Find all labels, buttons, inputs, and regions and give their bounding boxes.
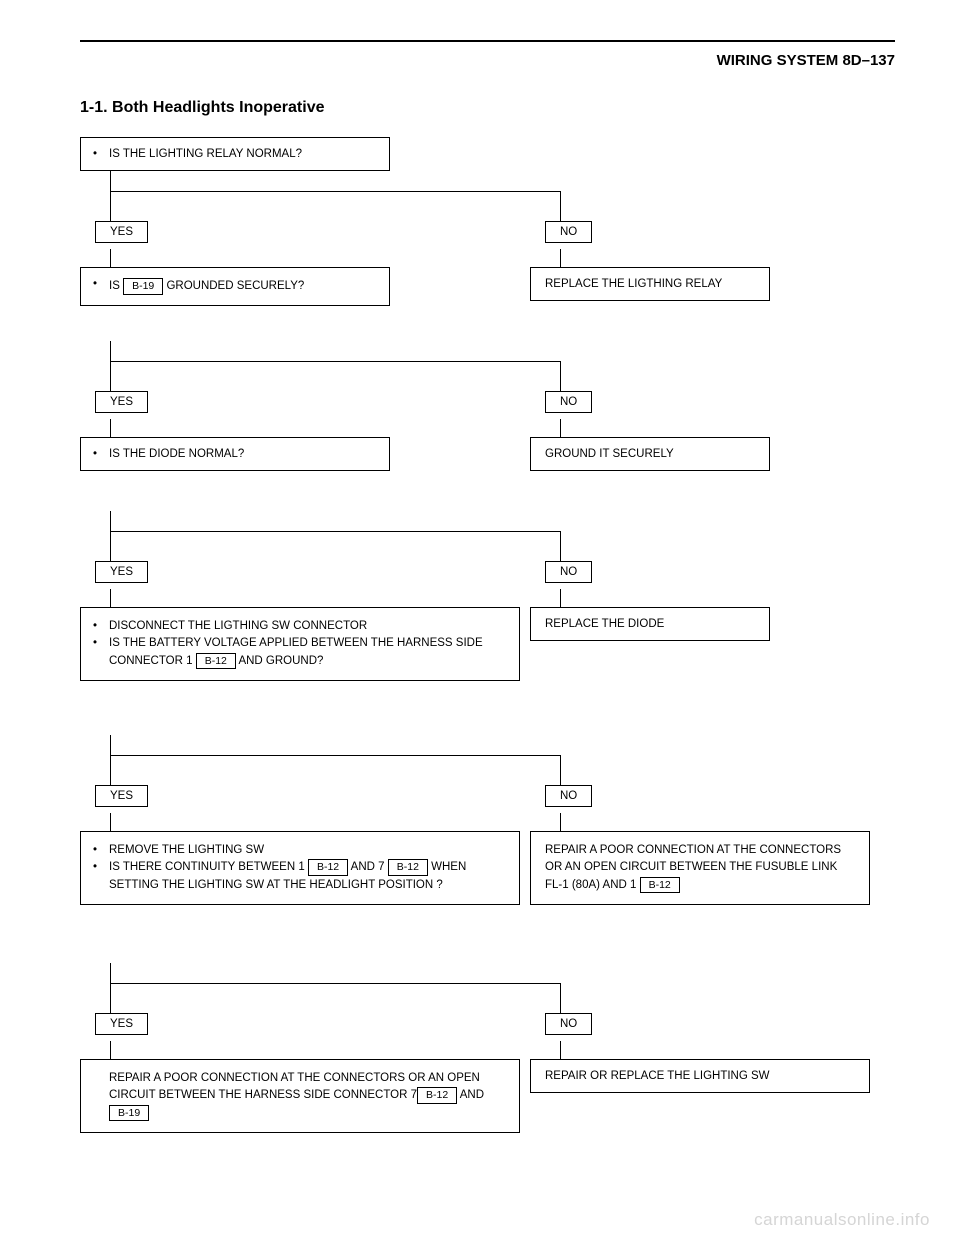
question-box: • DISCONNECT THE LIGTHING SW CONNECTOR •… xyxy=(80,607,520,681)
step-3: YES NO • DISCONNECT THE LIGTHING SW CONN… xyxy=(80,511,895,663)
step-2: YES NO • IS THE DIODE NORMAL? GROUND IT … xyxy=(80,341,895,473)
terminal-box: REPAIR A POOR CONNECTION AT THE CONNECTO… xyxy=(80,1059,520,1133)
line xyxy=(560,813,561,831)
line xyxy=(110,191,111,221)
line xyxy=(110,171,111,191)
question-text: IS B-19 GROUNDED SECURELY? xyxy=(109,278,304,295)
line xyxy=(110,735,111,755)
page-header: WIRING SYSTEM 8D–137 xyxy=(80,52,895,69)
line xyxy=(110,531,111,561)
watermark: carmanualsonline.info xyxy=(754,1210,930,1230)
question-text: IS THE DIODE NORMAL? xyxy=(109,448,244,460)
question-text: REMOVE THE LIGHTING SW xyxy=(109,842,264,859)
line xyxy=(110,511,111,531)
yes-label: YES xyxy=(95,561,148,583)
connector-ref: B-12 xyxy=(196,653,236,670)
no-label: NO xyxy=(545,391,592,413)
question-box: • REMOVE THE LIGHTING SW • IS THERE CONT… xyxy=(80,831,520,905)
line xyxy=(110,813,111,831)
line xyxy=(110,755,111,785)
step-5: YES NO REPAIR A POOR CONNECTION AT THE C… xyxy=(80,963,895,1119)
no-label: NO xyxy=(545,561,592,583)
question-text: DISCONNECT THE LIGTHING SW CONNECTOR xyxy=(109,618,367,635)
line xyxy=(560,419,561,437)
yes-label: YES xyxy=(95,785,148,807)
line xyxy=(110,361,560,362)
terminal-box: REPLACE THE DIODE xyxy=(530,607,770,641)
connector-ref: B-12 xyxy=(640,877,680,894)
connector-ref: B-19 xyxy=(123,278,163,295)
line xyxy=(560,589,561,607)
bullet-icon: • xyxy=(93,278,109,290)
connector-ref: B-12 xyxy=(308,859,348,876)
terminal-box: REPLACE THE LIGTHING RELAY xyxy=(530,267,770,301)
bullet-icon: • xyxy=(93,448,109,460)
line xyxy=(560,531,561,561)
no-label: NO xyxy=(545,221,592,243)
line xyxy=(560,191,561,221)
line xyxy=(110,419,111,437)
connector-ref: B-12 xyxy=(417,1087,457,1104)
line xyxy=(560,983,561,1013)
line xyxy=(110,983,560,984)
question-text: IS THERE CONTINUITY BETWEEN 1 B-12 AND 7… xyxy=(109,859,507,894)
step-1: • IS THE LIGHTING RELAY NORMAL? YES NO • xyxy=(80,137,895,303)
question-box: • IS THE LIGHTING RELAY NORMAL? xyxy=(80,137,390,171)
bullet-icon: • xyxy=(93,859,109,894)
bullet-icon: • xyxy=(93,842,109,859)
bullet-icon: • xyxy=(93,635,109,670)
question-box: • IS B-19 GROUNDED SECURELY? xyxy=(80,267,390,306)
line xyxy=(110,589,111,607)
no-label: NO xyxy=(545,785,592,807)
line xyxy=(110,963,111,983)
yes-label: YES xyxy=(95,221,148,243)
question-text: IS THE BATTERY VOLTAGE APPLIED BETWEEN T… xyxy=(109,635,507,670)
line xyxy=(110,249,111,267)
line xyxy=(110,755,560,756)
bullet-icon: • xyxy=(93,148,109,160)
line xyxy=(560,1041,561,1059)
question-text: IS THE LIGHTING RELAY NORMAL? xyxy=(109,148,302,160)
yes-label: YES xyxy=(95,1013,148,1035)
connector-ref: B-19 xyxy=(109,1105,149,1122)
line xyxy=(110,191,560,192)
flowchart: • IS THE LIGHTING RELAY NORMAL? YES NO • xyxy=(80,137,895,1119)
connector-ref: B-12 xyxy=(388,859,428,876)
line xyxy=(110,983,111,1013)
terminal-box: REPAIR OR REPLACE THE LIGHTING SW xyxy=(530,1059,870,1093)
no-label: NO xyxy=(545,1013,592,1035)
line xyxy=(560,361,561,391)
section-title: 1-1. Both Headlights Inoperative xyxy=(80,99,895,117)
page: WIRING SYSTEM 8D–137 1-1. Both Headlight… xyxy=(0,0,960,1139)
yes-label: YES xyxy=(95,391,148,413)
line xyxy=(560,755,561,785)
terminal-box: REPAIR A POOR CONNECTION AT THE CONNECTO… xyxy=(530,831,870,905)
bullet-icon: • xyxy=(93,618,109,635)
header-rule xyxy=(80,40,895,42)
line xyxy=(110,361,111,391)
line xyxy=(560,249,561,267)
question-box: • IS THE DIODE NORMAL? xyxy=(80,437,390,471)
step-4: YES NO • REMOVE THE LIGHTING SW • IS THE… xyxy=(80,735,895,891)
line xyxy=(110,531,560,532)
line xyxy=(110,341,111,361)
line xyxy=(110,1041,111,1059)
terminal-box: GROUND IT SECURELY xyxy=(530,437,770,471)
